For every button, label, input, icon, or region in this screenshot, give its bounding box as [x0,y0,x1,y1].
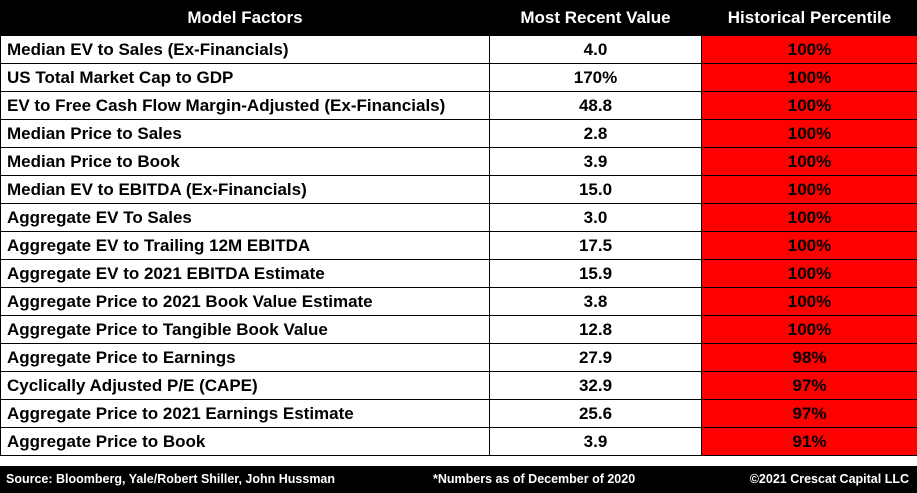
table-row: Median EV to Sales (Ex-Financials) 4.0 100… [0,35,917,64]
table-row: Median Price to Book 3.9 100% [0,147,917,176]
row-percentile-cell: 97% [701,399,917,428]
row-factor-cell: EV to Free Cash Flow Margin-Adjusted (Ex… [0,91,490,120]
column-header-percentile: Historical Percentile [701,0,917,36]
table-row: EV to Free Cash Flow Margin-Adjusted (Ex… [0,91,917,120]
row-percentile-cell: 100% [701,175,917,204]
row-percentile-cell: 100% [701,119,917,148]
table-row: Aggregate Price to Book 3.9 91% [0,427,917,456]
row-percentile-cell: 100% [701,203,917,232]
table-row: Median EV to EBITDA (Ex-Financials) 15.0 1… [0,175,917,204]
date-note: *Numbers as of December of 2020 [433,472,636,486]
table-row: Cyclically Adjusted P/E (CAPE) 32.9 97% [0,371,917,400]
row-percentile-cell: 98% [701,343,917,372]
row-factor-cell: Aggregate EV to Trailing 12M EBITDA [0,231,490,260]
row-value-cell: 3.9 [489,427,702,456]
row-value-cell: 15.9 [489,259,702,288]
row-value-cell: 3.9 [489,147,702,176]
row-percentile-cell: 100% [701,315,917,344]
table-row: Aggregate EV to 2021 EBITDA Estimate 15.9… [0,259,917,288]
row-factor-cell: Median EV to Sales (Ex-Financials) [0,35,490,64]
row-value-cell: 17.5 [489,231,702,260]
row-percentile-cell: 100% [701,63,917,92]
column-header-factors: Model Factors [0,0,490,36]
row-value-cell: 2.8 [489,119,702,148]
row-factor-cell: Aggregate Price to Earnings [0,343,490,372]
source-note: Source: Bloomberg, Yale/Robert Shiller, … [6,472,336,486]
table-row: Aggregate Price to 2021 Earnings Estimat… [0,399,917,428]
row-percentile-cell: 91% [701,427,917,456]
valuation-table: Model Factors Most Recent Value Historic… [0,0,917,456]
column-header-value: Most Recent Value [489,0,702,36]
row-value-cell: 48.8 [489,91,702,120]
row-factor-cell: Aggregate Price to 2021 Book Value Estim… [0,287,490,316]
row-value-cell: 12.8 [489,315,702,344]
row-percentile-cell: 100% [701,287,917,316]
row-percentile-cell: 97% [701,371,917,400]
table-row: US Total Market Cap to GDP 170% 100% [0,63,917,92]
row-factor-cell: Median EV to EBITDA (Ex-Financials) [0,175,490,204]
row-percentile-cell: 100% [701,259,917,288]
row-value-cell: 170% [489,63,702,92]
row-percentile-cell: 100% [701,91,917,120]
row-value-cell: 25.6 [489,399,702,428]
row-value-cell: 15.0 [489,175,702,204]
table-row: Aggregate Price to Tangible Book Value 12… [0,315,917,344]
table-row: Aggregate Price to 2021 Book Value Estim… [0,287,917,316]
row-factor-cell: Median Price to Sales [0,119,490,148]
row-percentile-cell: 100% [701,35,917,64]
row-value-cell: 32.9 [489,371,702,400]
footer-bar: Source: Bloomberg, Yale/Robert Shiller, … [0,466,917,493]
row-factor-cell: Median Price to Book [0,147,490,176]
table-body: Median EV to Sales (Ex-Financials) 4.0 100… [0,35,917,456]
row-factor-cell: Aggregate Price to Book [0,427,490,456]
table-row: Aggregate EV to Trailing 12M EBITDA 17.5 1… [0,231,917,260]
copyright-note: ©2021 Crescat Capital LLC [749,472,909,486]
row-percentile-cell: 100% [701,147,917,176]
row-factor-cell: Aggregate Price to 2021 Earnings Estimat… [0,399,490,428]
row-factor-cell: Aggregate EV To Sales [0,203,490,232]
row-factor-cell: Aggregate EV to 2021 EBITDA Estimate [0,259,490,288]
row-factor-cell: US Total Market Cap to GDP [0,63,490,92]
row-percentile-cell: 100% [701,231,917,260]
row-value-cell: 27.9 [489,343,702,372]
table-row: Aggregate EV To Sales 3.0 100% [0,203,917,232]
table-row: Median Price to Sales 2.8 100% [0,119,917,148]
row-factor-cell: Cyclically Adjusted P/E (CAPE) [0,371,490,400]
table-row: Aggregate Price to Earnings 27.9 98% [0,343,917,372]
row-factor-cell: Aggregate Price to Tangible Book Value [0,315,490,344]
row-value-cell: 3.0 [489,203,702,232]
row-value-cell: 4.0 [489,35,702,64]
header-row: Model Factors Most Recent Value Historic… [0,0,917,36]
row-value-cell: 3.8 [489,287,702,316]
